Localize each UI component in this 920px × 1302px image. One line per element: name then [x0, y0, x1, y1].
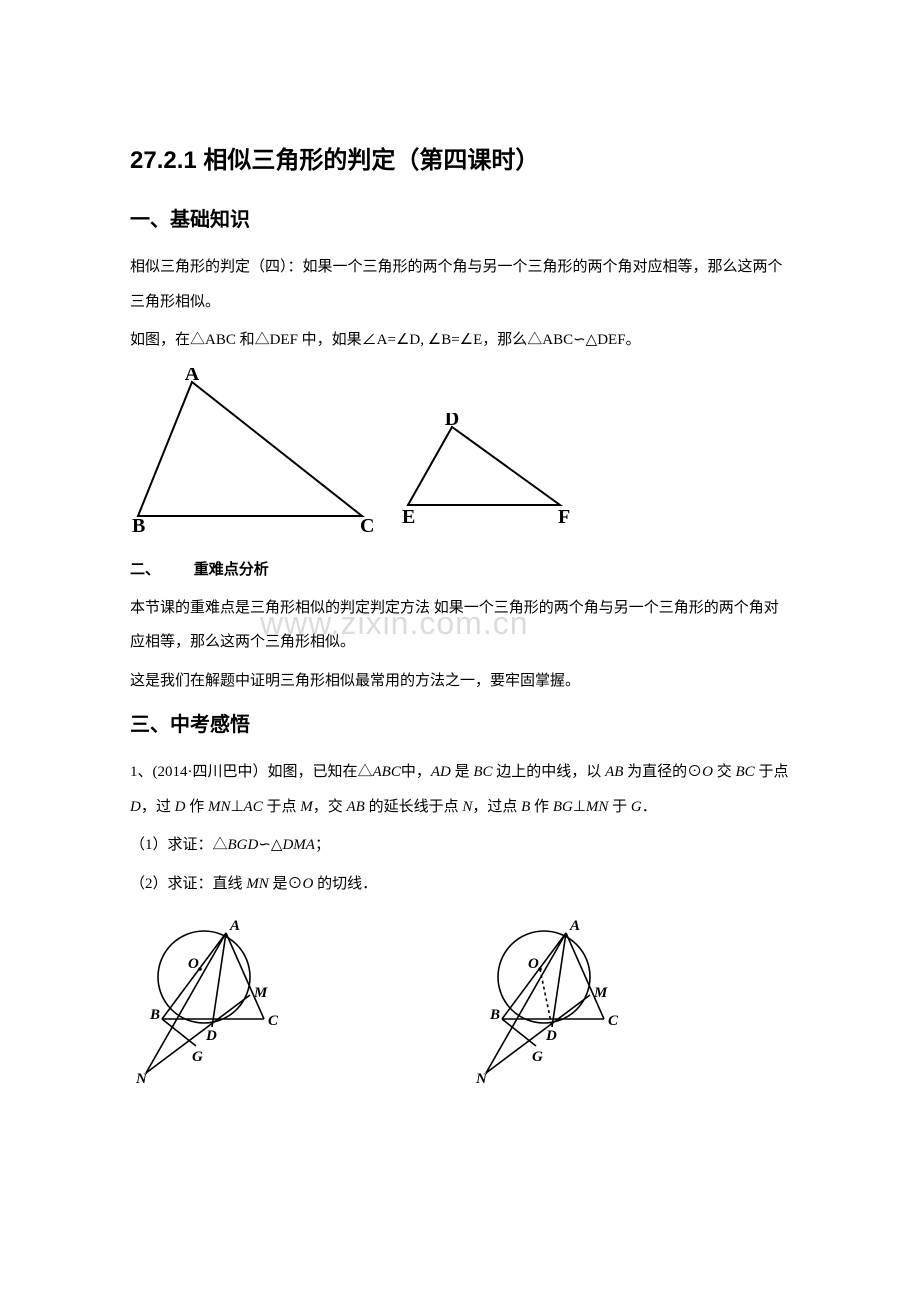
svg-text:M: M	[253, 985, 268, 1001]
svg-text:G: G	[192, 1049, 203, 1065]
circle-figures: A O B D C M G N A O B D C M G	[130, 915, 790, 1085]
p1-i2: AD	[431, 764, 451, 780]
p1-i9: MN	[208, 799, 231, 815]
question-2: （2）求证：直线 MN 是⊙O 的切线．	[130, 867, 790, 902]
section-1-p1: 相似三角形的判定（四）：如果一个三角形的两个角与另一个三角形的两个角对应相等，那…	[130, 250, 790, 319]
p1-i14: B	[521, 799, 530, 815]
p1-i8: D	[175, 799, 186, 815]
p1-m11: ，交	[313, 799, 347, 815]
p1-i3: BC	[473, 764, 492, 780]
page-content: 27.2.1 相似三角形的判定（第四课时） 一、基础知识 相似三角形的判定（四）…	[130, 140, 790, 1085]
section-2-p2: 这是我们在解题中证明三角形相似最常用的方法之一，要牢固掌握。	[130, 664, 790, 699]
svg-text:D: D	[445, 413, 459, 430]
section-3-heading: 三、中考感悟	[130, 708, 790, 737]
section-1-heading: 一、基础知识	[130, 203, 790, 232]
p1-m3: 边上的中线，以	[493, 764, 606, 780]
section-2-heading: 二、 重难点分析	[130, 553, 790, 587]
svg-text:A: A	[569, 918, 580, 934]
p1-m15: ⊥	[573, 799, 586, 815]
p1-t0: 1、(2014·四川巴中）如图，已知在△	[130, 764, 373, 780]
question-1: （1）求证：△BGD∽△DMA；	[130, 828, 790, 863]
p1-m9: ⊥	[230, 799, 243, 815]
circle-figure-1: A O B D C M G N	[130, 915, 290, 1085]
svg-text:N: N	[475, 1071, 488, 1085]
q1-pre: （1）求证：△	[130, 837, 228, 853]
p1-m14: 作	[530, 799, 553, 815]
p1-i5: O	[702, 764, 713, 780]
svg-text:N: N	[135, 1071, 148, 1085]
q2-i1: MN	[246, 876, 269, 892]
p1-i16: MN	[586, 799, 609, 815]
triangle-def: D E F	[400, 413, 580, 543]
p1-m5: 交	[713, 764, 736, 780]
triangle-abc: A B C	[130, 368, 380, 543]
svg-text:B: B	[149, 1007, 160, 1023]
q2-i2: O	[303, 876, 314, 892]
p1-i11: M	[300, 799, 313, 815]
svg-text:C: C	[360, 515, 374, 537]
svg-text:M: M	[593, 985, 608, 1001]
svg-text:D: D	[205, 1028, 217, 1044]
p1-i10: AC	[244, 799, 263, 815]
p1-m10: 于点	[263, 799, 301, 815]
p1-m7: ，过	[141, 799, 175, 815]
svg-text:O: O	[528, 956, 539, 972]
q1-end: ；	[315, 837, 330, 853]
p1-m1: 中，	[401, 764, 431, 780]
p1-i7: D	[130, 799, 141, 815]
q1-i1: BGD	[228, 837, 259, 853]
svg-text:E: E	[402, 506, 415, 528]
section-2-p1: 本节课的重难点是三角形相似的判定判定方法 如果一个三角形的两个角与另一个三角形的…	[130, 591, 790, 660]
p1-m12: 的延长线于点	[365, 799, 463, 815]
p1-m16: 于	[608, 799, 631, 815]
svg-text:B: B	[132, 515, 145, 537]
triangle-figures: A B C D E F	[130, 368, 790, 543]
p1-m6: 于点	[755, 764, 789, 780]
p1-i4: AB	[605, 764, 623, 780]
q2-pre: （2）求证：直线	[130, 876, 246, 892]
q2-mid: 是⊙	[269, 876, 303, 892]
svg-text:D: D	[545, 1028, 557, 1044]
p1-m4: 为直径的⊙	[623, 764, 702, 780]
p1-i17: G	[631, 799, 642, 815]
p1-i13: N	[462, 799, 472, 815]
p1-i12: AB	[347, 799, 365, 815]
page-title: 27.2.1 相似三角形的判定（第四课时）	[130, 140, 790, 175]
q1-mid: ∽△	[258, 837, 282, 853]
svg-text:G: G	[532, 1049, 543, 1065]
q2-end: 的切线．	[313, 876, 377, 892]
svg-text:A: A	[185, 368, 200, 385]
p1-m8: 作	[185, 799, 208, 815]
section-2-label: 二、	[130, 561, 160, 578]
svg-text:F: F	[558, 506, 570, 528]
svg-text:C: C	[268, 1013, 279, 1029]
circle-figure-2: A O B D C M G N	[470, 915, 630, 1085]
p1-i6: BC	[736, 764, 755, 780]
svg-text:B: B	[489, 1007, 500, 1023]
p1-m13: ，过点	[472, 799, 521, 815]
section-2-title: 重难点分析	[194, 561, 269, 578]
section-1-p2: 如图，在△ABC 和△DEF 中，如果∠A=∠D, ∠B=∠E，那么△ABC∽△…	[130, 323, 790, 358]
problem-text: 1、(2014·四川巴中）如图，已知在△ABC中，AD 是 BC 边上的中线，以…	[130, 755, 790, 824]
p1-end: ．	[642, 799, 657, 815]
p1-i1: ABC	[373, 764, 401, 780]
p1-i15: BG	[553, 799, 573, 815]
svg-text:O: O	[188, 956, 199, 972]
q1-i2: DMA	[282, 837, 315, 853]
p1-m2: 是	[451, 764, 474, 780]
svg-text:A: A	[229, 918, 240, 934]
svg-text:C: C	[608, 1013, 619, 1029]
